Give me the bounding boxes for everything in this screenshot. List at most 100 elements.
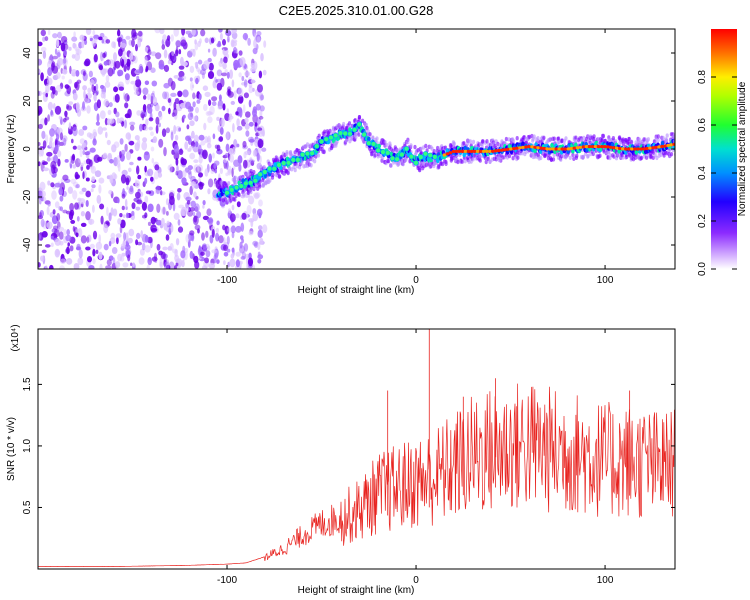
ridge-halo xyxy=(611,136,616,141)
ridge-halo xyxy=(249,168,253,174)
noise-speckle xyxy=(79,190,84,195)
noise-speckle xyxy=(257,84,263,93)
noise-speckle xyxy=(80,235,87,244)
noise-speckle xyxy=(124,119,127,129)
noise-speckle xyxy=(66,85,71,95)
ridge-halo xyxy=(323,129,327,134)
noise-speckle xyxy=(43,167,49,172)
noise-speckle xyxy=(89,79,95,86)
noise-speckle xyxy=(119,151,122,159)
noise-speckle xyxy=(239,241,243,249)
ridge-halo xyxy=(471,139,476,145)
noise-speckle xyxy=(60,36,68,43)
noise-speckle xyxy=(164,261,170,269)
noise-speckle xyxy=(114,93,120,103)
noise-speckle xyxy=(86,234,92,243)
noise-speckle xyxy=(223,244,228,252)
noise-speckle xyxy=(104,81,111,88)
ridge-halo xyxy=(501,155,505,160)
noise-speckle xyxy=(225,143,230,152)
noise-speckle xyxy=(50,109,53,116)
noise-speckle xyxy=(96,99,101,109)
noise-speckle xyxy=(69,202,74,212)
noise-speckle xyxy=(231,32,238,40)
noise-speckle xyxy=(39,212,42,218)
ridge-halo xyxy=(233,197,237,202)
ridge-core xyxy=(463,149,468,153)
noise-speckle xyxy=(244,71,251,77)
noise-speckle xyxy=(130,124,135,131)
noise-speckle xyxy=(59,206,64,212)
noise-speckle xyxy=(259,155,262,164)
ridge-core xyxy=(469,149,474,153)
noise-speckle xyxy=(250,67,256,73)
noise-speckle xyxy=(121,121,125,127)
ridge-peak xyxy=(328,134,334,141)
noise-speckle xyxy=(242,104,246,114)
noise-speckle xyxy=(205,243,210,250)
noise-speckle xyxy=(243,243,249,252)
noise-speckle xyxy=(192,92,196,100)
noise-speckle xyxy=(219,32,223,41)
ridge-halo xyxy=(640,155,644,160)
ridge-core xyxy=(566,147,571,151)
noise-speckle xyxy=(172,248,178,254)
noise-speckle xyxy=(71,72,76,77)
noise-speckle xyxy=(226,131,229,141)
noise-speckle xyxy=(150,146,155,152)
ridge-core xyxy=(551,147,556,151)
noise-speckle xyxy=(82,142,87,149)
noise-speckle xyxy=(98,184,102,194)
noise-speckle xyxy=(176,192,181,201)
noise-speckle xyxy=(200,69,206,76)
noise-speckle xyxy=(159,257,163,267)
ridge-core xyxy=(554,147,559,151)
noise-speckle xyxy=(72,164,77,169)
noise-speckle xyxy=(225,172,229,177)
noise-speckle xyxy=(95,90,100,95)
ridge-halo xyxy=(601,133,606,139)
noise-speckle xyxy=(64,159,69,163)
noise-speckle xyxy=(257,229,263,238)
noise-speckle xyxy=(203,60,210,70)
noise-speckle xyxy=(93,94,96,101)
noise-speckle xyxy=(132,262,135,268)
noise-speckle xyxy=(109,174,114,184)
ridge-peak xyxy=(389,155,396,162)
noise-speckle xyxy=(262,224,268,234)
ridge-point xyxy=(367,136,371,142)
noise-speckle xyxy=(77,257,84,266)
noise-speckle xyxy=(38,105,43,115)
noise-speckle xyxy=(191,130,195,139)
colorbar-ticks: 0.0 0.2 0.4 0.6 0.8 xyxy=(697,70,737,276)
noise-speckle xyxy=(233,46,237,54)
noise-speckle xyxy=(136,165,140,175)
noise-speckle xyxy=(95,249,99,254)
noise-speckle xyxy=(259,237,264,245)
noise-speckle xyxy=(211,249,218,254)
ridge-peak xyxy=(422,151,429,157)
ridge-peak xyxy=(238,183,244,189)
noise-speckle xyxy=(205,230,209,238)
noise-speckle xyxy=(123,232,127,241)
noise-speckle xyxy=(100,57,105,61)
ridge-peak xyxy=(299,151,306,158)
noise-speckle xyxy=(135,43,138,52)
noise-speckle xyxy=(59,82,64,90)
noise-speckle xyxy=(201,265,208,269)
noise-speckle xyxy=(136,75,140,81)
ridge-core xyxy=(503,148,507,152)
noise-speckle xyxy=(227,261,230,268)
noise-speckle xyxy=(152,96,158,106)
ridge-halo xyxy=(672,133,675,138)
noise-speckle xyxy=(228,113,233,118)
ridge-peak xyxy=(262,169,268,175)
noise-speckle xyxy=(135,191,141,199)
ridge-halo xyxy=(568,155,572,160)
ridge-core xyxy=(472,149,477,153)
noise-speckle xyxy=(154,252,157,261)
noise-speckle xyxy=(86,164,90,170)
noise-speckle xyxy=(110,232,116,240)
noise-speckle xyxy=(92,258,96,265)
noise-speckle xyxy=(117,69,124,77)
